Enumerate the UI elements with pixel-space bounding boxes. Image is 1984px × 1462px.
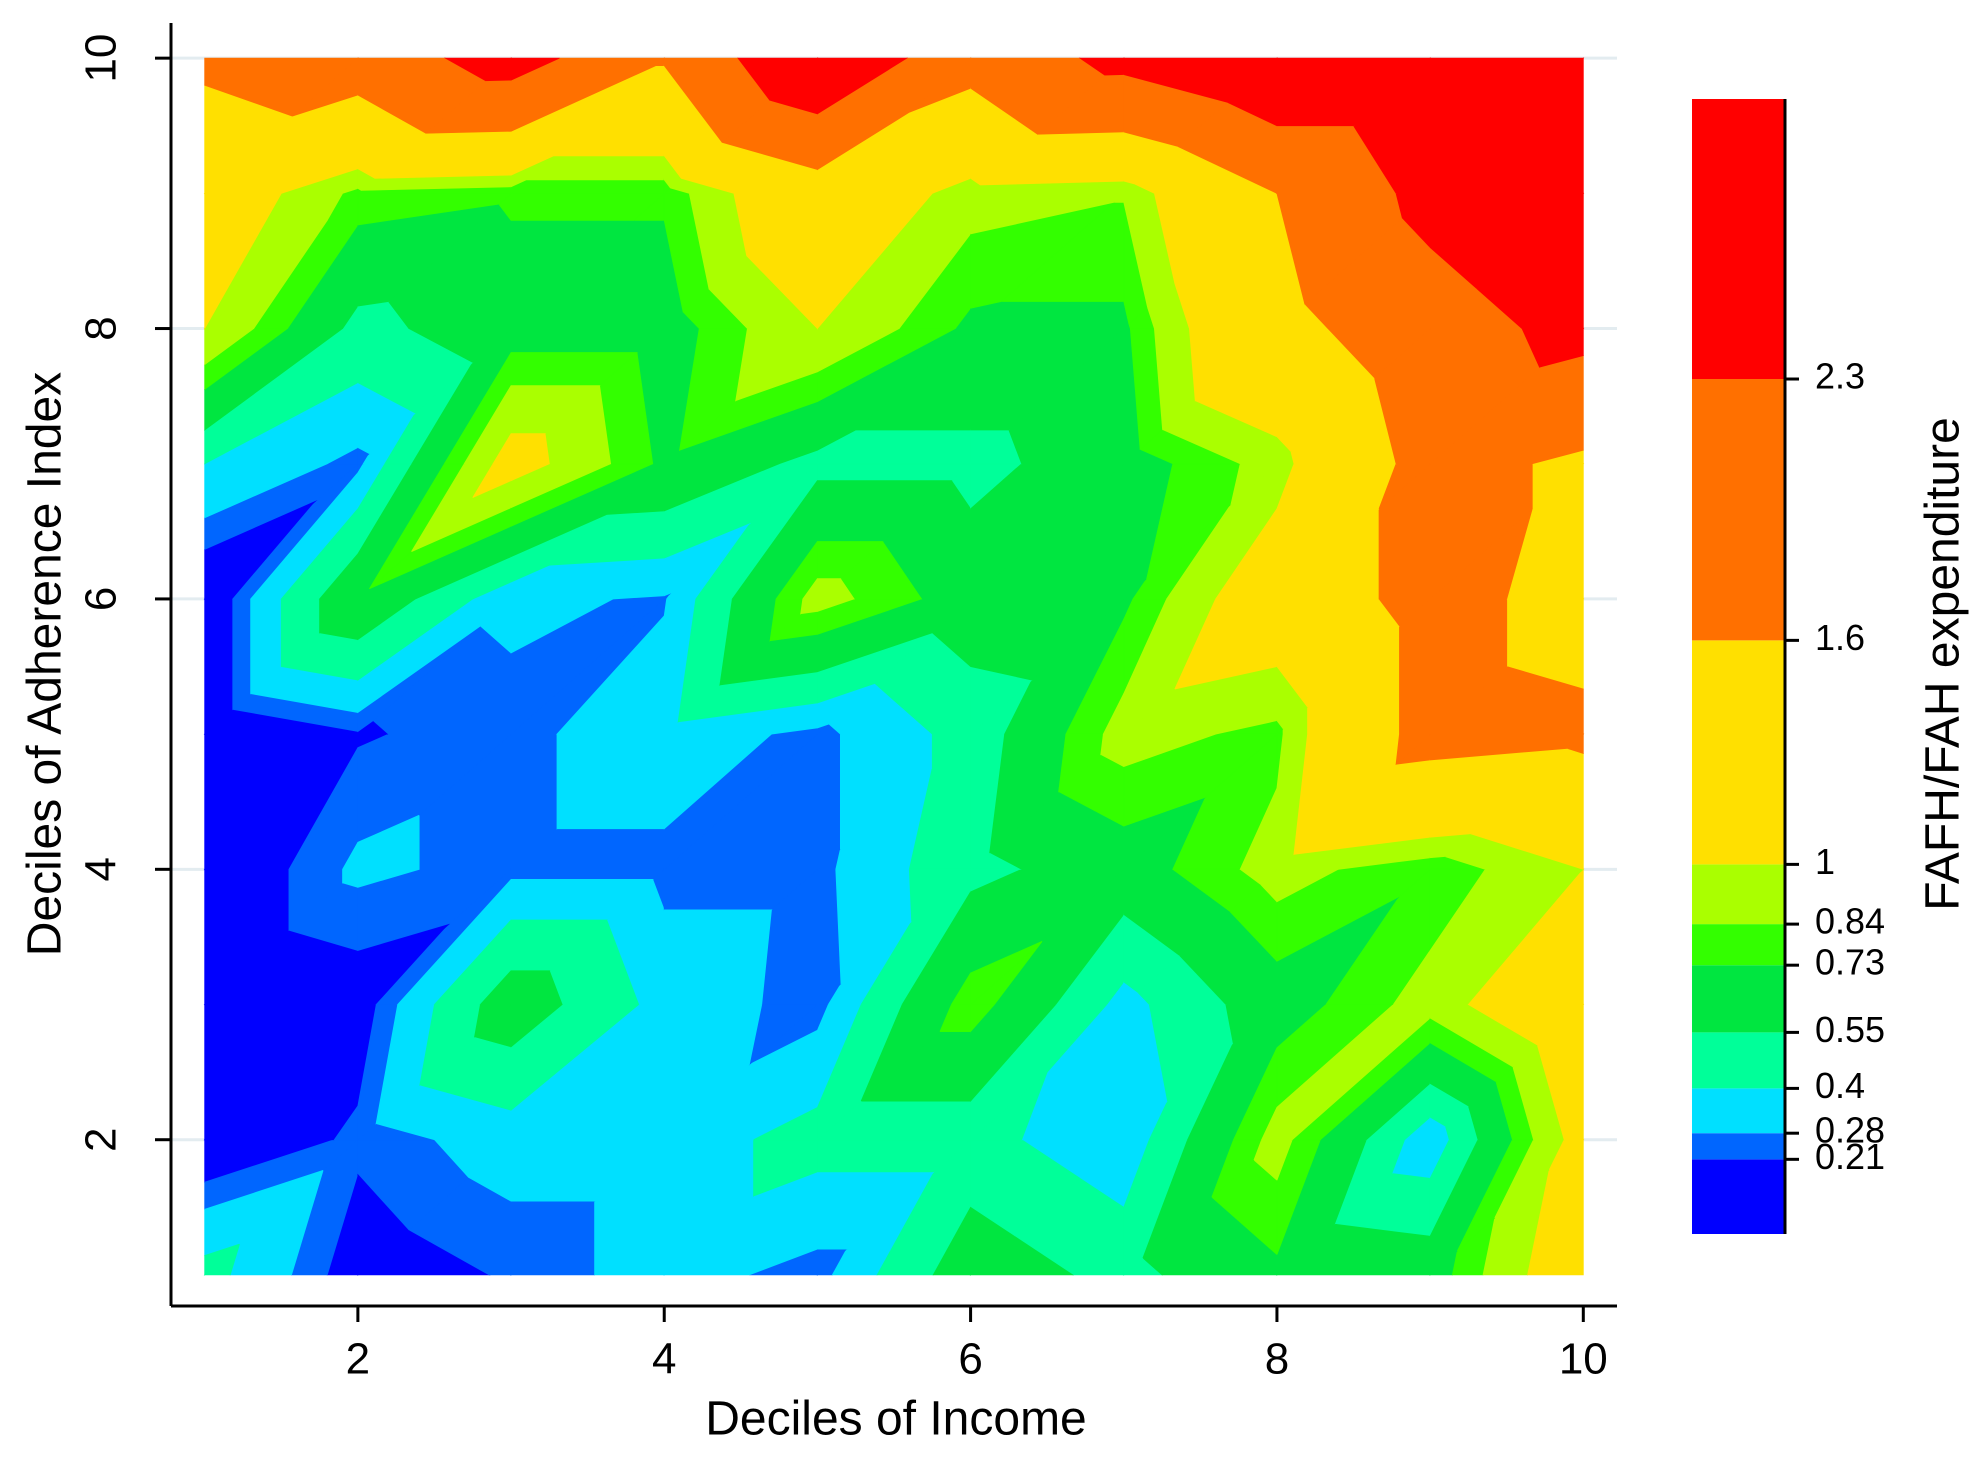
- contour-region: [204, 1243, 240, 1276]
- contour-region: [817, 57, 909, 115]
- colorbar-tick-label: 0.21: [1815, 1136, 1885, 1177]
- colorbar-band: [1692, 1159, 1785, 1234]
- colorbar-tick-label: 0.84: [1815, 901, 1885, 942]
- y-tick-label: 10: [77, 34, 126, 83]
- x-axis-title: Deciles of Income: [705, 1393, 1087, 1446]
- y-tick-label: 4: [77, 857, 126, 881]
- colorbar-band: [1692, 924, 1785, 966]
- contour-region: [970, 941, 1043, 1006]
- contour-region: [817, 463, 972, 482]
- x-tick-label: 10: [1559, 1335, 1608, 1384]
- colorbar-tick-label: 0.55: [1815, 1009, 1885, 1050]
- contour-region: [357, 57, 487, 134]
- colorbar-tick-label: 0.73: [1815, 942, 1885, 983]
- contour-region: [737, 57, 819, 101]
- colorbar-tick-label: 1: [1815, 841, 1835, 882]
- colorbar-tick-label: 0.28: [1815, 1110, 1885, 1151]
- colorbar-band: [1692, 1133, 1785, 1160]
- contour-region: [1123, 57, 1278, 103]
- contour-region: [510, 57, 560, 81]
- colorbar-tick-label: 0.4: [1815, 1065, 1865, 1106]
- colorbar-band: [1692, 379, 1785, 641]
- contour-region: [1429, 57, 1585, 195]
- colorbar-tick-label: 1.6: [1815, 617, 1865, 658]
- contour-region: [510, 868, 666, 880]
- y-axis-title: Deciles of Adherence Index: [19, 372, 72, 956]
- x-tick-label: 8: [1265, 1335, 1289, 1384]
- contour-region: [232, 598, 252, 711]
- colorbar-band: [1692, 99, 1785, 380]
- colorbar-tick-label: 2.3: [1815, 356, 1865, 397]
- contour-region: [1078, 57, 1125, 76]
- contour-region: [970, 57, 1106, 135]
- contour-region: [510, 179, 665, 194]
- y-tick-label: 8: [77, 316, 126, 340]
- contour-region: [817, 578, 842, 600]
- colorbar-band: [1692, 640, 1785, 865]
- contour-region: [663, 57, 771, 143]
- colorbar-title: FAFH/FAH expenditure: [1917, 417, 1970, 911]
- contour-region: [510, 328, 666, 353]
- plot-area: [171, 56, 1617, 1276]
- colorbar-band: [1692, 1032, 1785, 1089]
- colorbar-band: [1692, 965, 1785, 1033]
- contour-region: [510, 433, 547, 465]
- contour-region: [663, 909, 773, 1006]
- x-tick-label: 6: [958, 1335, 982, 1384]
- contour-region: [970, 1206, 1016, 1276]
- contour-region: [443, 57, 513, 82]
- colorbar-band: [1692, 864, 1785, 925]
- y-tick-label: 2: [77, 1127, 126, 1151]
- colorbar-band: [1692, 1088, 1785, 1134]
- contour-region: [204, 57, 359, 117]
- y-tick-label: 6: [77, 587, 126, 611]
- x-tick-label: 2: [346, 1335, 370, 1384]
- contour-region: [357, 814, 420, 871]
- contour-region: [1276, 57, 1432, 127]
- contour-region: [1467, 868, 1584, 1005]
- contour-region: [817, 733, 841, 871]
- contour-region: [510, 970, 551, 1006]
- x-tick-label: 4: [652, 1335, 676, 1384]
